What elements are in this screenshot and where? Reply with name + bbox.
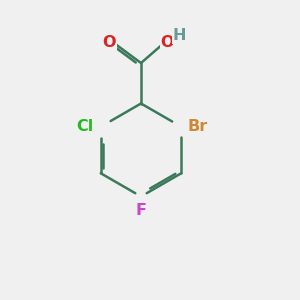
Text: O: O <box>160 35 174 50</box>
Text: Br: Br <box>188 119 208 134</box>
Text: O: O <box>103 35 116 50</box>
Text: H: H <box>172 28 186 44</box>
Text: Cl: Cl <box>76 119 94 134</box>
Text: F: F <box>136 203 146 218</box>
